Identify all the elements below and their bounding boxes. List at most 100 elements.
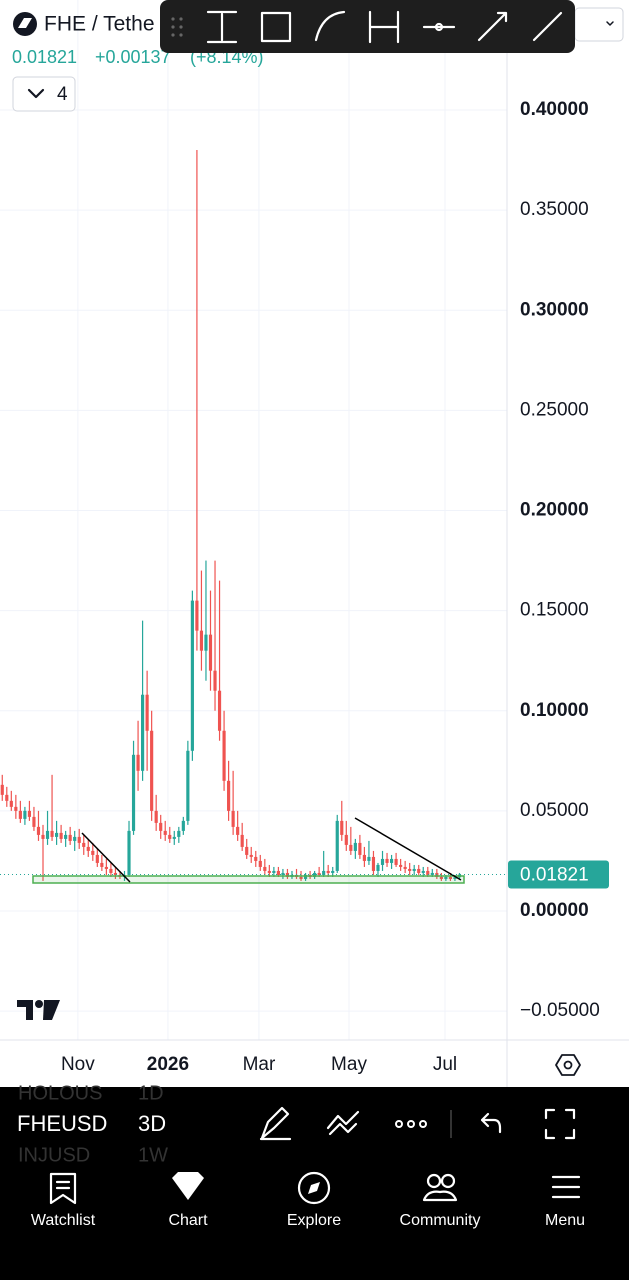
candle-body — [408, 868, 412, 871]
ghost-symbol: INJUSD — [18, 1144, 90, 1166]
tool-icon[interactable] — [532, 11, 563, 42]
candle-body — [23, 810, 27, 819]
trend-line[interactable] — [81, 832, 131, 883]
candle-body — [430, 872, 434, 875]
trend-line[interactable] — [354, 817, 462, 881]
nav-label[interactable]: Chart — [168, 1212, 208, 1229]
candle-body — [263, 866, 267, 871]
candle-body — [245, 846, 249, 855]
candle-body — [362, 854, 366, 861]
y-tick-label: 0.15000 — [520, 600, 589, 621]
interval-picker[interactable]: 3D — [138, 1111, 166, 1136]
tool-icon — [434, 22, 444, 32]
y-tick-label: −0.05000 — [520, 1000, 600, 1021]
candle-body — [399, 864, 403, 867]
nav-label[interactable]: Community — [400, 1212, 481, 1229]
candle-body — [150, 730, 154, 811]
tools-icon[interactable] — [326, 1110, 360, 1136]
more-icon[interactable] — [395, 1120, 427, 1128]
nav-icon[interactable] — [551, 1175, 581, 1199]
candle-body — [41, 834, 45, 839]
candle-body — [181, 820, 185, 831]
x-tick-label: Jul — [433, 1054, 457, 1075]
candle-body — [32, 816, 36, 827]
bottom-panel — [0, 1087, 629, 1280]
tool-icon[interactable] — [260, 11, 292, 43]
candle-body — [285, 872, 290, 877]
candle-body — [281, 872, 285, 875]
y-tick-label: 0.25000 — [520, 399, 589, 420]
candle-body — [14, 806, 18, 811]
candle-body — [104, 866, 108, 869]
candle-body — [5, 794, 9, 801]
candle-body — [145, 694, 149, 731]
y-tick-label: 0.10000 — [520, 700, 589, 721]
chevron — [27, 88, 45, 99]
candle-body — [299, 876, 303, 879]
candle-body — [222, 730, 226, 781]
candle-body — [91, 850, 95, 855]
candle-body — [258, 860, 262, 867]
candle-body — [131, 754, 136, 831]
candle-body — [380, 858, 385, 865]
candle-body — [68, 834, 72, 841]
candle-body — [313, 872, 317, 877]
dropdown[interactable] — [574, 7, 624, 42]
candle-body — [186, 750, 190, 821]
nav-label[interactable]: Watchlist — [31, 1212, 96, 1229]
drag-handle[interactable] — [171, 17, 183, 37]
range-box[interactable] — [32, 875, 465, 884]
nav-label[interactable]: Menu — [545, 1212, 585, 1229]
candle-body — [267, 870, 271, 873]
tool-icon[interactable] — [477, 11, 508, 42]
draw-icon[interactable] — [259, 1106, 292, 1141]
ghost-symbol: HOLOUS — [18, 1082, 102, 1104]
candle-body — [27, 810, 32, 817]
candle-body — [208, 634, 213, 671]
candle-body — [254, 856, 258, 861]
nav-icon — [308, 1182, 320, 1194]
nav-icon[interactable] — [172, 1172, 204, 1200]
candle-body — [272, 870, 276, 873]
candle-body — [177, 830, 181, 837]
indicator-count: 4 — [57, 84, 68, 105]
nav-icon[interactable] — [49, 1172, 77, 1205]
candle-body — [439, 876, 443, 879]
nav-icon[interactable] — [297, 1171, 331, 1205]
candle-body — [371, 856, 376, 871]
candle-body — [159, 822, 163, 831]
x-tick-label: 2026 — [147, 1054, 189, 1075]
candle-body — [444, 876, 448, 879]
indicators-toggle[interactable] — [12, 76, 76, 112]
candle-body — [217, 690, 222, 731]
y-tick-label: 0.40000 — [520, 99, 589, 120]
settings-icon[interactable] — [555, 1054, 581, 1076]
candle-body — [349, 844, 353, 851]
candle-body — [317, 872, 321, 875]
last-price: 0.01821 — [12, 47, 77, 67]
chevron — [606, 21, 614, 26]
candle-body — [0, 784, 4, 795]
grid — [0, 0, 507, 1040]
symbol-picker[interactable]: FHEUSD — [17, 1111, 107, 1136]
undo-icon[interactable] — [480, 1112, 502, 1134]
symbol[interactable]: FHE / Tethe — [44, 13, 155, 36]
candle-body — [303, 874, 308, 879]
candle-body — [421, 870, 425, 873]
tool-icon[interactable] — [368, 10, 400, 44]
candle-body — [73, 836, 77, 841]
tool-icon[interactable] — [206, 10, 238, 44]
candle-body — [326, 870, 330, 873]
candle-body — [190, 600, 194, 751]
candle-body — [86, 846, 90, 851]
y-tick-label: 0.05000 — [520, 800, 589, 821]
fullscreen-icon[interactable] — [544, 1108, 576, 1140]
price-change: +0.00137 — [95, 47, 171, 67]
candle-body — [417, 868, 421, 873]
candle-body — [18, 810, 22, 819]
y-tick-label: 0.35000 — [520, 199, 589, 220]
nav-label[interactable]: Explore — [287, 1212, 341, 1229]
candle-body — [136, 754, 140, 771]
nav-icon[interactable] — [422, 1173, 458, 1202]
tool-icon[interactable] — [314, 10, 346, 42]
